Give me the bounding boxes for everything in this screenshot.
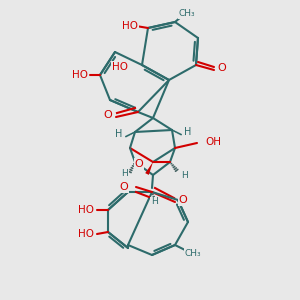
Text: O: O <box>103 110 112 120</box>
Text: HO: HO <box>78 205 94 215</box>
Polygon shape <box>145 162 153 175</box>
Text: OH: OH <box>205 137 221 147</box>
Text: H: H <box>184 127 192 137</box>
Text: O: O <box>178 195 188 205</box>
Text: CH₃: CH₃ <box>179 10 195 19</box>
Text: CH₃: CH₃ <box>185 248 201 257</box>
Text: O: O <box>135 159 143 169</box>
Text: O: O <box>120 182 128 192</box>
Text: HO: HO <box>72 70 88 80</box>
Text: HO: HO <box>122 21 138 31</box>
Text: H: H <box>181 172 188 181</box>
Text: HO: HO <box>78 229 94 239</box>
Text: HO: HO <box>112 62 128 72</box>
Text: H: H <box>115 129 123 139</box>
Text: H: H <box>151 197 158 206</box>
Text: O: O <box>218 63 226 73</box>
Text: H: H <box>122 169 128 178</box>
